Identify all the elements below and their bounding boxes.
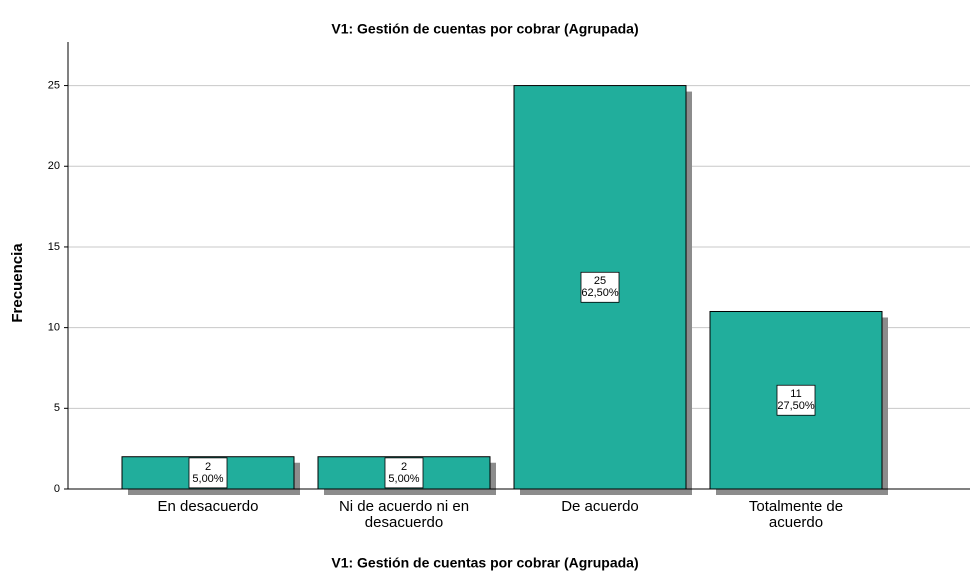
data-label: 25 <box>594 275 606 287</box>
data-label-percent: 27,50% <box>777 400 815 412</box>
data-label-percent: 5,00% <box>192 473 223 485</box>
data-label-box <box>188 457 228 489</box>
data-label-box <box>776 384 816 416</box>
data-label: 2 <box>205 461 211 473</box>
x-tick-label: En desacuerdo <box>157 498 259 515</box>
x-tick-label: De acuerdo <box>561 498 639 515</box>
data-label-percent: 5,00% <box>388 473 419 485</box>
y-tick-label: 5 <box>54 402 60 414</box>
data-label: 2 <box>401 461 407 473</box>
data-label-box <box>580 271 620 303</box>
y-tick-label: 0 <box>54 483 60 495</box>
chart-title: V1: Gestión de cuentas por cobrar (Agrup… <box>331 21 638 37</box>
x-tick-label: Ni de acuerdo ni en desacuerdo <box>338 498 470 531</box>
x-tick-label: Totalmente de acuerdo <box>748 498 844 531</box>
y-tick-label: 25 <box>48 79 60 91</box>
x-axis-label: V1: Gestión de cuentas por cobrar (Agrup… <box>331 555 638 571</box>
y-tick-label: 15 <box>48 241 60 253</box>
data-label-box <box>384 457 424 489</box>
y-axis-label: Frecuencia <box>9 243 26 323</box>
data-label: 11 <box>790 388 801 400</box>
data-label-percent: 62,50% <box>581 287 619 299</box>
y-tick-label: 20 <box>48 160 60 172</box>
y-tick-label: 10 <box>48 322 60 334</box>
